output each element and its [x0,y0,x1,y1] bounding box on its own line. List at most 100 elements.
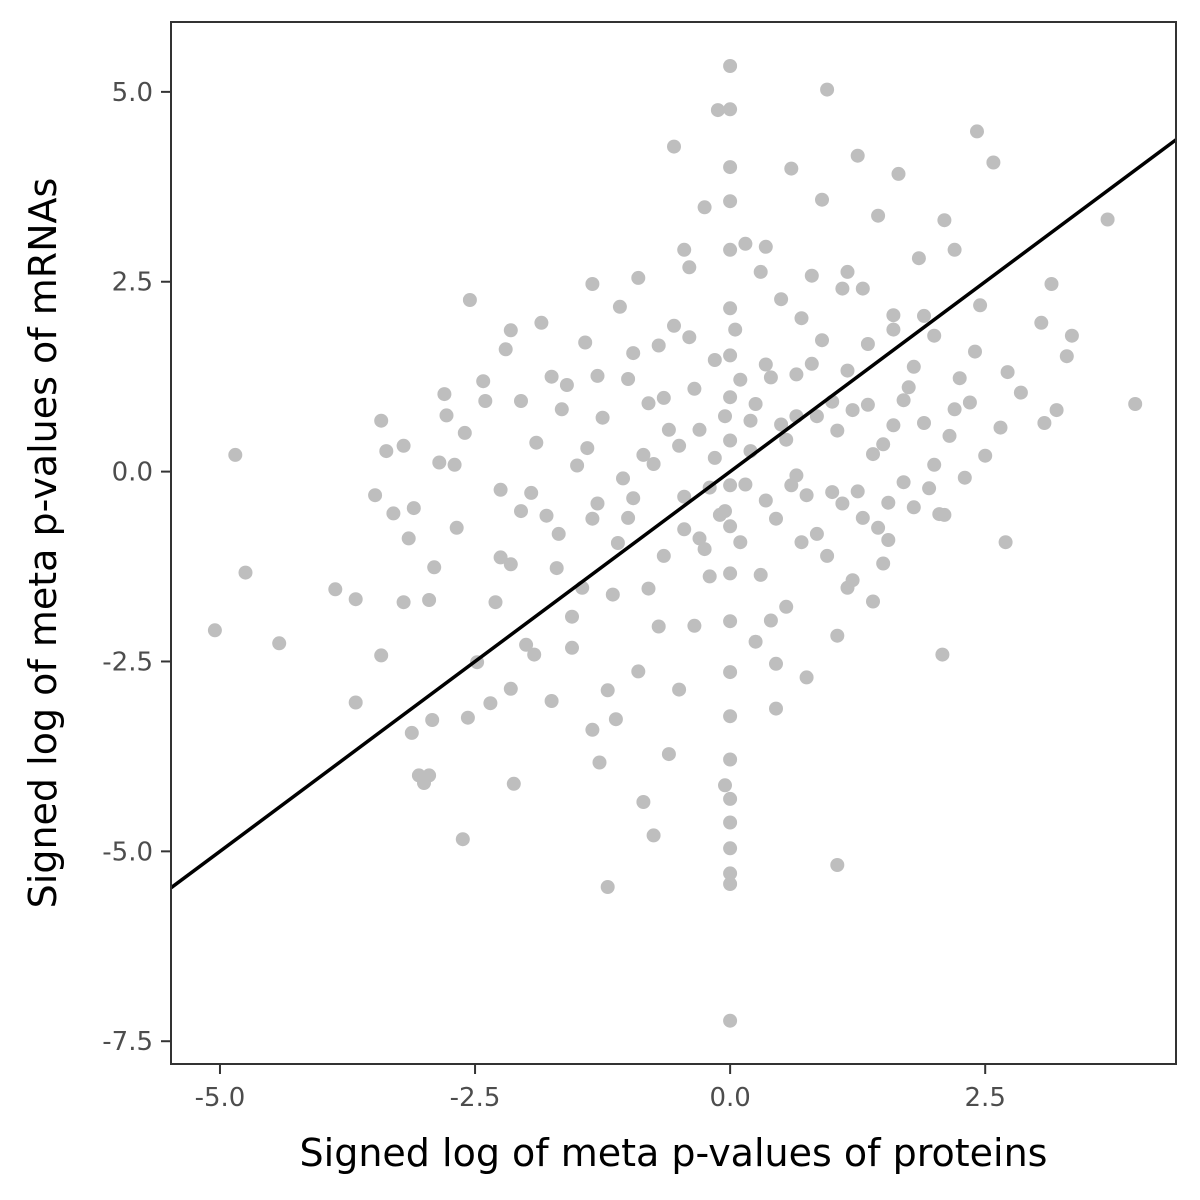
data-point [830,423,845,438]
data-point [457,425,472,440]
data-point [600,880,615,894]
data-point [723,160,738,175]
data-point [723,841,738,856]
data-point [447,457,462,472]
data-point [804,268,819,283]
data-point [228,447,243,462]
data-point [702,569,717,584]
data-point [986,155,1001,170]
data-point [881,533,896,547]
data-point [743,413,758,428]
data-point [585,277,600,291]
data-point [503,323,518,338]
data-point [600,683,615,698]
data-point [881,495,896,510]
data-point [835,496,850,511]
data-point [906,359,921,374]
data-point [809,409,824,424]
data-point [723,102,738,117]
data-point [672,682,687,697]
data-point [769,511,783,526]
data-point [718,504,732,519]
data-point [539,508,554,523]
regression-line-layer [169,138,1178,890]
data-point [820,82,835,97]
data-point [646,457,661,471]
y-axis-title: Signed log of meta p-values of mRNAs [21,178,65,909]
data-point [774,292,789,307]
data-point [952,371,967,386]
data-point [460,710,475,725]
data-point [565,609,579,624]
data-point [697,200,712,215]
data-point [612,299,627,314]
regression-line [169,138,1178,890]
data-point [723,815,738,830]
data-point [1013,385,1028,400]
data-point [738,477,753,492]
data-point [917,416,931,430]
data-point [758,357,773,372]
data-point [860,397,875,412]
data-point [631,270,646,285]
data-point [549,561,564,576]
points-layer [207,59,1143,1028]
data-point [723,519,738,534]
data-point [272,636,287,651]
data-point [439,408,454,423]
data-point [922,481,937,496]
y-tick-label: 0.0 [112,458,153,488]
data-point [707,450,722,465]
y-axis: 5.0 2.5 0.0 -2.5 -5.0 -7.5 [102,78,171,1057]
data-point [697,542,712,557]
data-point [570,458,585,473]
data-point [590,496,605,511]
data-point [748,634,763,649]
data-point [866,594,880,609]
data-point [449,520,464,535]
data-point [763,370,778,385]
data-point [845,403,860,418]
data-point [503,681,518,696]
data-point [901,380,916,395]
data-point [595,410,610,425]
data-point [723,791,738,806]
data-point [911,251,926,266]
data-point [483,696,498,711]
data-point [379,444,394,459]
data-point [667,318,681,333]
data-point [656,390,671,405]
y-tick-label: -2.5 [102,647,153,677]
data-point [590,368,605,383]
data-point [605,587,620,602]
x-tick-label: 2.5 [965,1083,1006,1113]
x-axis-title: Signed log of meta p-values of proteins [300,1131,1048,1175]
data-point [687,381,702,396]
data-point [554,402,569,417]
data-point [636,795,651,809]
data-point [779,599,794,614]
data-point [947,242,962,257]
data-point [1034,315,1049,330]
data-point [891,166,906,181]
data-point [850,484,865,499]
data-point [723,348,738,363]
data-point [769,701,783,716]
data-point [723,614,738,629]
data-point [876,437,891,452]
data-point [631,664,646,679]
data-point [804,356,819,371]
data-point [524,485,539,500]
data-point [784,161,799,176]
data-point [886,322,901,337]
data-point [723,194,738,209]
data-point [396,595,411,610]
data-point [957,470,972,485]
data-point [937,213,952,228]
data-point [682,330,697,345]
data-point [1049,403,1064,418]
data-point [733,535,748,550]
data-point [592,755,607,770]
data-point [723,390,738,405]
